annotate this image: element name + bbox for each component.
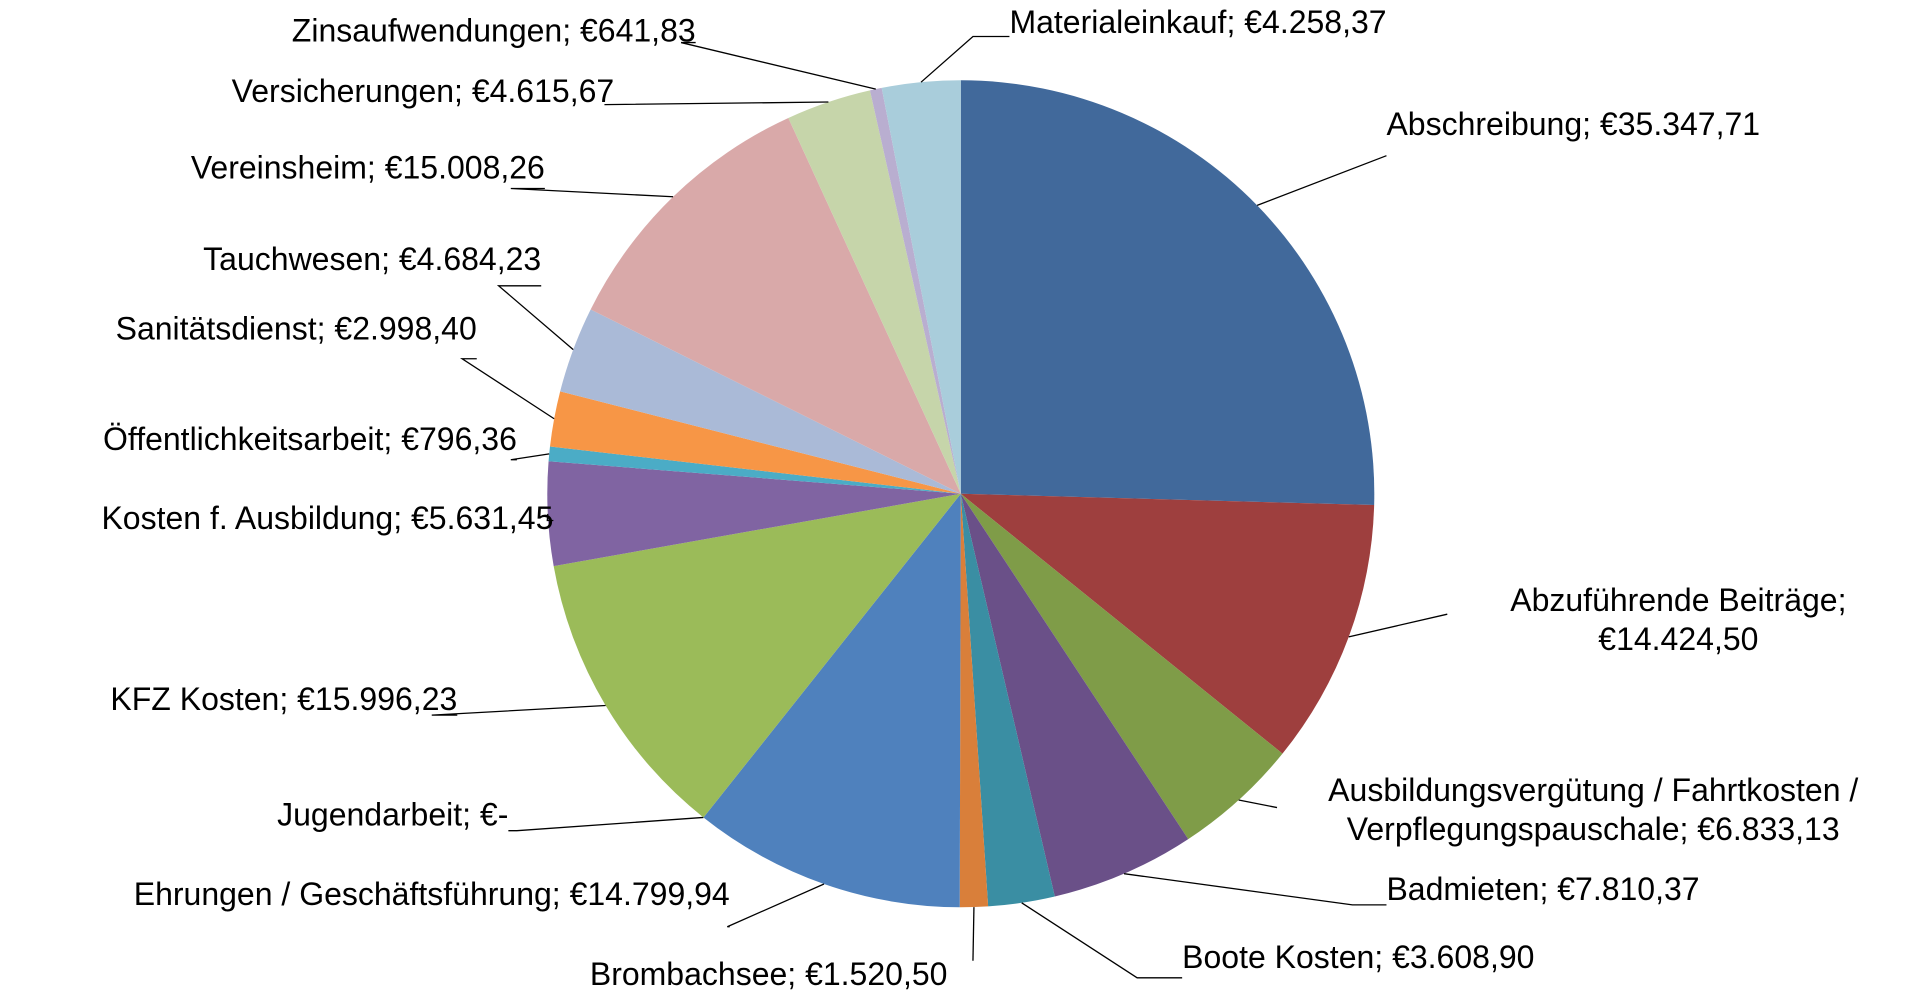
pie-slice [553,493,961,818]
leader-line [510,453,550,461]
leader-line [1123,873,1387,906]
pie-slice [560,309,961,494]
data-label: Jugendarbeit; €- [277,797,508,833]
pie-slice [960,493,1375,754]
pie-slice [960,493,1055,907]
data-label: Materialeinkauf; €4.258,37 [1009,4,1386,40]
pie-slice [960,493,1189,897]
pie-slice [550,391,961,494]
leader-line [1238,799,1278,809]
leader-line [546,513,554,522]
data-label: Kosten f. Ausbildung; €5.631,45 [101,500,553,536]
leader-line [496,285,574,351]
pie-slice [548,446,961,494]
data-label: Ausbildungsvergütung / Fahrtkosten / Verp… [1328,772,1858,847]
pie-slice [960,80,1375,506]
pie-slice [869,87,961,494]
leader-line [604,101,829,106]
leader-line [1348,613,1448,638]
pie-slice [590,117,961,494]
data-label: Öffentlichkeitsarbeit; €796,36 [103,421,517,457]
data-label: Zinsaufwendungen; €641,83 [292,12,696,48]
data-label: Sanitätsdienst; €2.998,40 [116,310,477,346]
pie-slice [703,493,961,908]
data-label: Ehrungen / Geschäftsführung; €14.799,94 [134,876,730,912]
data-label: Brombachsee; €1.520,50 [590,956,948,992]
pie-slice [881,80,961,494]
data-label: Abzuführende Beiträge; €14.424,50 [1510,583,1846,658]
data-label: Versicherungen; €4.615,67 [232,73,615,109]
data-label: Badmieten; €7.810,37 [1386,871,1699,907]
pie-slice [788,90,961,494]
leader-line [920,35,1010,83]
pie-slice [959,493,989,908]
leader-line [1021,902,1183,979]
pie-slice [960,493,1283,840]
leader-line [727,883,825,928]
leader-line [459,358,555,420]
pie-slice [547,461,961,567]
data-label: Tauchwesen; €4.684,23 [203,241,541,277]
data-label: Abschreibung; €35.347,71 [1386,106,1760,142]
leader-line [1256,155,1387,207]
data-label: Vereinsheim; €15.008,26 [191,150,545,186]
leader-line [510,187,674,198]
data-label: KFZ Kosten; €15.996,23 [110,681,457,717]
leader-line [431,704,606,716]
leader-line [508,816,704,832]
leader-line [680,41,876,90]
leader-line [972,907,975,961]
data-label: Boote Kosten; €3.608,90 [1182,939,1534,975]
